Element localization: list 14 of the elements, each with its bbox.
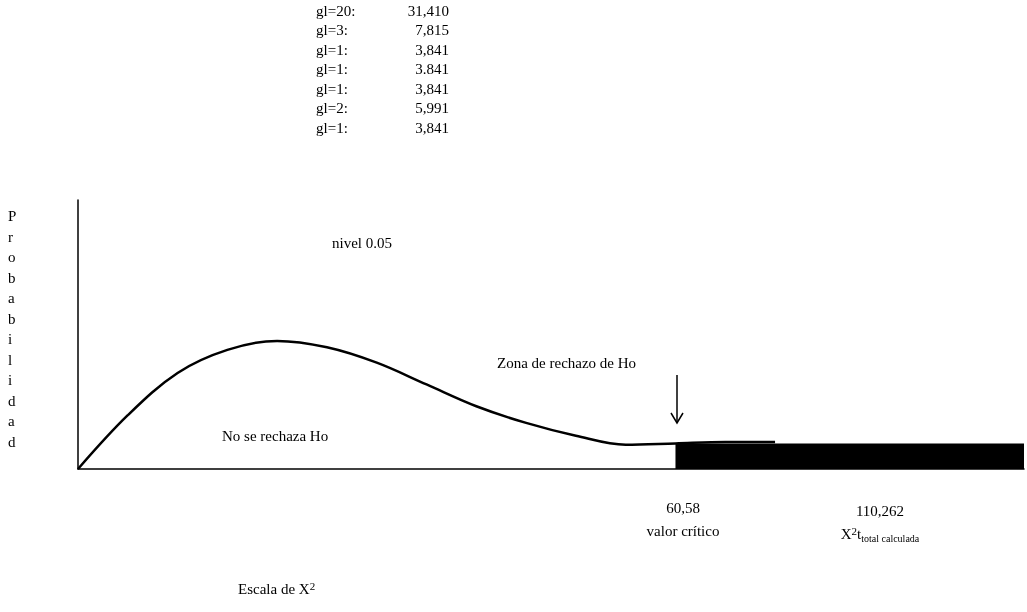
text: 60,58 [666, 499, 700, 516]
annotation: Zona de rechazo de Ho [497, 354, 637, 371]
text: gl=1: 3,841 [316, 80, 449, 97]
text: gl=1: 3,841 [316, 119, 449, 136]
text: Probabilidad [8, 208, 17, 450]
annotation: No se rechaza Ho [222, 427, 329, 444]
text: gl=2: 5,991 [316, 100, 449, 116]
text: gl=20: 31,410 [316, 2, 449, 19]
text: 110,262 [855, 502, 905, 519]
text: gl=1: 3.841 [316, 61, 449, 77]
text: valor crítico [646, 522, 720, 539]
text: nivel 0.05 [332, 234, 392, 251]
text: gl=3: 7,815 [316, 22, 449, 38]
text: gl=1: 3,841 [316, 41, 449, 58]
